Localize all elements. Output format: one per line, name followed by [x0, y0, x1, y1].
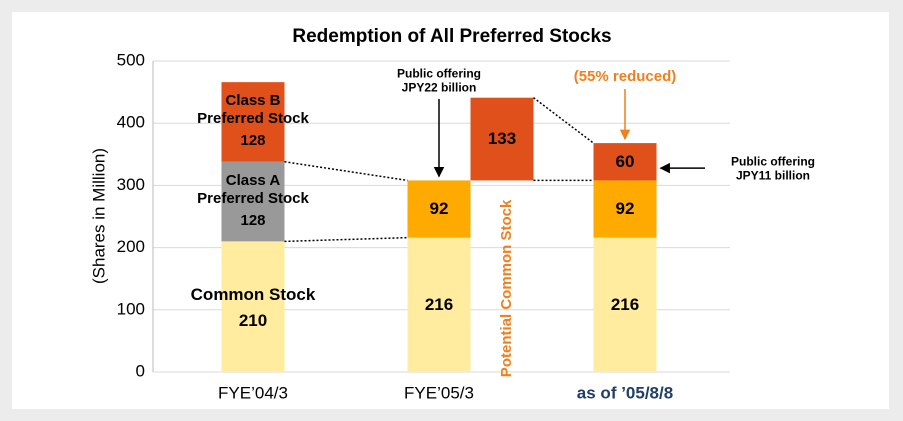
annotation: Public offering JPY22 billion	[397, 66, 481, 95]
connector	[533, 97, 594, 144]
connector	[284, 236, 408, 243]
bar-segment	[407, 237, 471, 372]
y-tick-label: 200	[117, 237, 145, 256]
bridge-name: Potential Common Stock	[498, 199, 515, 377]
x-tick-label: as of ’05/8/8	[577, 383, 673, 402]
bar-segment	[593, 180, 657, 238]
y-tick-label: 100	[117, 299, 145, 318]
bar-segment	[593, 237, 657, 372]
x-tick-label: FYE’05/3	[404, 383, 474, 402]
value-label: 216	[424, 294, 454, 314]
value-label: 92	[615, 198, 635, 218]
value-label: 92	[429, 198, 449, 218]
bridge-bar	[470, 97, 534, 181]
y-axis-label: (Shares in Million)	[89, 148, 108, 284]
y-tick-label: 300	[117, 175, 145, 194]
y-tick-label: 0	[136, 361, 145, 380]
x-tick-label: FYE’04/3	[218, 383, 288, 402]
connector	[284, 161, 408, 182]
bar-segment	[221, 161, 285, 242]
segment-name: Common Stock	[190, 284, 316, 304]
annotation: Public offering JPY11 billion	[731, 154, 815, 183]
segment-name: Class B Preferred Stock	[197, 91, 309, 127]
value-label: 210	[238, 310, 268, 330]
bar-segment	[593, 143, 657, 181]
bar-segment	[221, 82, 285, 162]
annotation: (55% reduced)	[573, 68, 677, 85]
value-label: 128	[240, 211, 266, 229]
segment-name: Class A Preferred Stock	[197, 171, 309, 207]
value-label: 216	[610, 294, 640, 314]
value-label: 128	[240, 131, 266, 149]
chart-title: Redemption of All Preferred Stocks	[292, 26, 611, 47]
bar-segment	[407, 180, 471, 238]
value-label: 133	[487, 128, 517, 148]
y-tick-label: 400	[117, 113, 145, 132]
bar-segment	[221, 241, 285, 372]
y-tick-label: 500	[117, 50, 145, 69]
value-label: 60	[615, 151, 635, 171]
